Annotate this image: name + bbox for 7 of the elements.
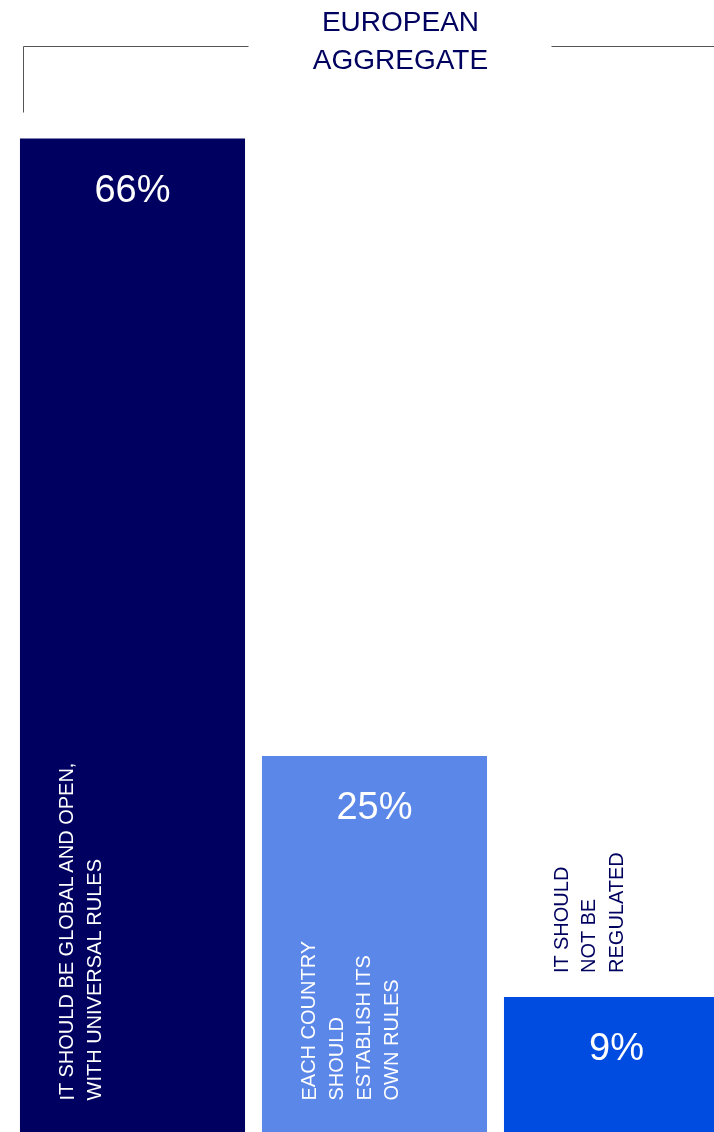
- x-tick-label: EACH COUNTRY SHOULD ESTABLISH ITS OWN RULES: [297, 940, 402, 1101]
- data-label: 25%: [336, 784, 413, 827]
- x-tick-label: IT SHOULD NOT BE REGULATED: [549, 852, 627, 973]
- data-label: 66%: [94, 167, 171, 210]
- x-tick-label: IT SHOULD BE GLOBAL AND OPEN, WITH UNIVERSAL RULES: [55, 762, 105, 1101]
- data-label: 9%: [589, 1025, 644, 1068]
- chart-title: EUROPEAN AGGREGATE: [312, 6, 489, 75]
